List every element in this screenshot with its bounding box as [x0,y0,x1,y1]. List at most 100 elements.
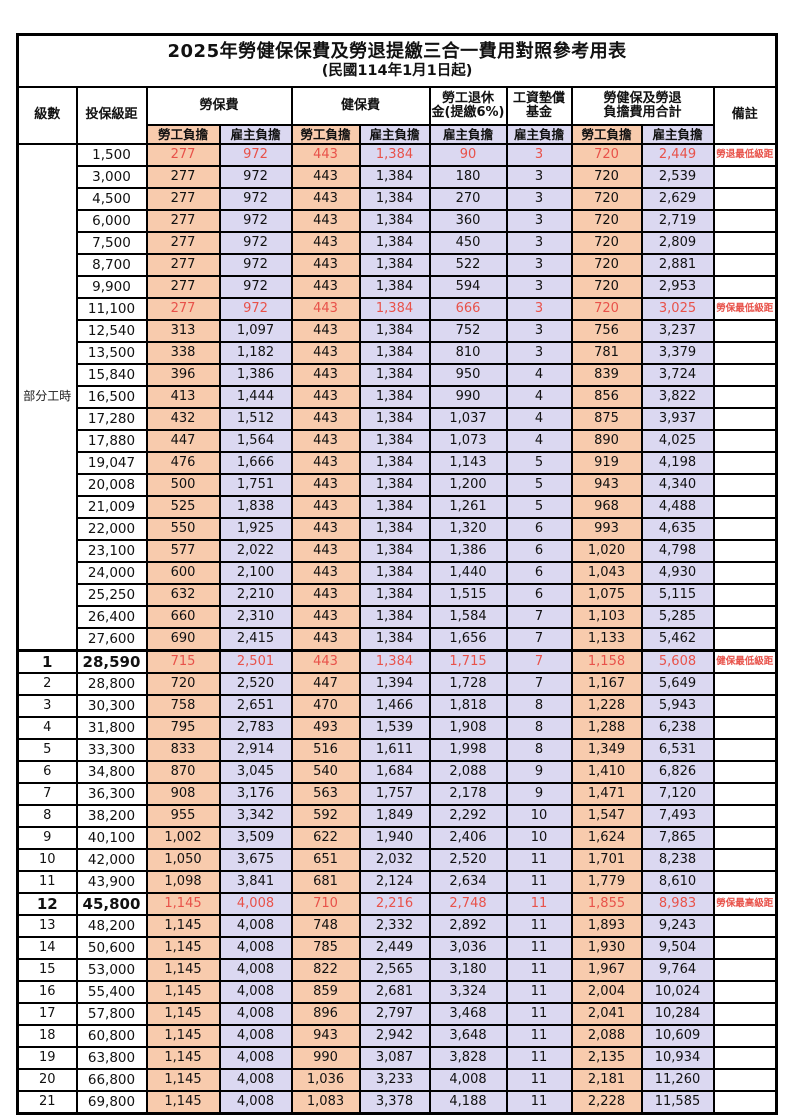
remark-cell [712,341,778,365]
total-employer-cell: 2,629 [640,187,715,211]
pension-employer-cell: 950 [428,363,508,387]
pension-employer-cell: 1,584 [428,605,508,629]
health-employer-cell: 1,384 [358,473,431,497]
wage-fund-employer-cell: 7 [505,672,573,696]
total-employee-cell: 1,349 [570,738,643,762]
total-employer-cell: 3,237 [640,319,715,343]
labor-employer-cell: 1,751 [218,473,293,497]
labor-employee-cell: 720 [145,672,221,696]
labor-employee-cell: 1,145 [145,892,221,916]
labor-employee-cell: 600 [145,561,221,585]
subheader-pension-employer: 雇主負擔 [428,124,508,145]
health-employee-cell: 681 [290,870,361,894]
labor-employer-cell: 1,666 [218,451,293,475]
bracket-cell: 45,800 [75,892,148,916]
health-employer-cell: 3,233 [358,1068,431,1092]
table-row: 3,000 277 972 443 1,384 180 3 720 2,539 [18,165,778,189]
pension-employer-cell: 90 [428,143,508,167]
table-row: 24,000 600 2,100 443 1,384 1,440 6 1,043 4,930 [18,561,778,585]
table-row: 17 57,800 1,145 4,008 896 2,797 3,468 11 2,041 10… [16,1002,778,1026]
remark-cell [712,407,778,431]
bracket-cell: 48,200 [75,914,148,938]
labor-employee-cell: 277 [145,231,221,255]
labor-employee-cell: 338 [145,341,221,365]
total-employee-cell: 1,167 [570,672,643,696]
page-title: 2025年勞健保保費及勞退提繳三合一費用對照參考用表 [167,41,627,63]
table-row: 10 42,000 1,050 3,675 651 2,032 2,520 11 1,701 8,… [16,848,778,872]
total-employee-cell: 968 [570,495,643,519]
labor-employer-cell: 1,838 [218,495,293,519]
total-employee-cell: 756 [570,319,643,343]
total-employer-cell: 8,238 [640,848,715,872]
remark-cell [712,738,778,762]
labor-employee-cell: 277 [145,297,221,321]
health-employee-cell: 443 [290,627,361,652]
health-employee-cell: 493 [290,716,361,740]
total-employee-cell: 720 [570,209,643,233]
table-row: 13 48,200 1,145 4,008 748 2,332 2,892 11 1,893 9,… [16,914,778,938]
health-employer-cell: 1,384 [358,253,431,277]
table-row: 21 69,800 1,145 4,008 1,083 3,378 4,188 11 2,228… [16,1090,778,1115]
health-employer-cell: 1,384 [358,341,431,365]
total-employee-cell: 856 [570,385,643,409]
grade-cell: 8 [16,804,78,828]
fee-table: 2025年勞健保保費及勞退提繳三合一費用對照參考用表 (民國114年1月1日起)… [16,33,779,1115]
table-row: 23,100 577 2,022 443 1,384 1,386 6 1,020 4,798 [18,539,778,563]
bracket-cell: 6,000 [75,209,148,233]
labor-employee-cell: 1,145 [145,936,221,960]
pension-employer-cell: 666 [428,297,508,321]
health-employee-cell: 443 [290,143,361,167]
labor-employee-cell: 500 [145,473,221,497]
pension-line1: 勞工退休 [441,90,494,106]
table-row: 1 28,590 715 2,501 443 1,384 1,715 7 1,158 5,608 健… [16,649,778,674]
bracket-cell: 60,800 [75,1024,148,1048]
total-employer-cell: 2,881 [640,253,715,277]
pension-employer-cell: 1,998 [428,738,508,762]
wage-fund-employer-cell: 3 [505,231,573,255]
table-row: 26,400 660 2,310 443 1,384 1,584 7 1,103 5,285 [18,605,778,629]
pension-employer-cell: 990 [428,385,508,409]
col-header-total: 勞健保及勞退 負擔費用合計 [570,86,715,126]
title-block: 2025年勞健保保費及勞退提繳三合一費用對照參考用表 (民國114年1月1日起) [16,33,778,88]
health-employer-cell: 1,384 [358,517,431,541]
bracket-cell: 8,700 [75,253,148,277]
pension-employer-cell: 810 [428,341,508,365]
bracket-cell: 38,200 [75,804,148,828]
labor-employer-cell: 3,675 [218,848,293,872]
health-employer-cell: 1,757 [358,782,431,806]
health-employer-cell: 2,681 [358,980,431,1004]
health-employer-cell: 2,216 [358,892,431,916]
table-row: 17,280 432 1,512 443 1,384 1,037 4 875 3,937 [18,407,778,431]
total-line2: 負擔費用合計 [603,105,682,120]
labor-employee-cell: 447 [145,429,221,453]
labor-employer-cell: 4,008 [218,1068,293,1092]
health-employee-cell: 443 [290,583,361,607]
health-employee-cell: 563 [290,782,361,806]
wage-fund-employer-cell: 3 [505,187,573,211]
labor-employer-cell: 4,008 [218,1002,293,1026]
table-row: 8 38,200 955 3,342 592 1,849 2,292 10 1,547 7,493 [16,804,778,828]
health-employee-cell: 592 [290,804,361,828]
labor-employee-cell: 277 [145,165,221,189]
health-employer-cell: 1,384 [358,605,431,629]
total-employee-cell: 720 [570,297,643,321]
pension-employer-cell: 2,406 [428,826,508,850]
labor-employee-cell: 908 [145,782,221,806]
table-row: 4,500 277 972 443 1,384 270 3 720 2,629 [18,187,778,211]
wage-fund-employer-cell: 3 [505,143,573,167]
health-employee-cell: 443 [290,319,361,343]
total-employee-cell: 781 [570,341,643,365]
total-employer-cell: 5,115 [640,583,715,607]
health-employer-cell: 1,384 [358,209,431,233]
pension-employer-cell: 3,468 [428,1002,508,1026]
total-employer-cell: 5,462 [640,627,715,652]
pension-employer-cell: 2,520 [428,848,508,872]
pension-employer-cell: 1,320 [428,517,508,541]
health-employer-cell: 2,797 [358,1002,431,1026]
remark-cell [712,804,778,828]
grade-cell: 1 [16,649,78,674]
total-employee-cell: 943 [570,473,643,497]
health-employee-cell: 447 [290,672,361,696]
health-employer-cell: 1,384 [358,165,431,189]
bracket-cell: 17,280 [75,407,148,431]
